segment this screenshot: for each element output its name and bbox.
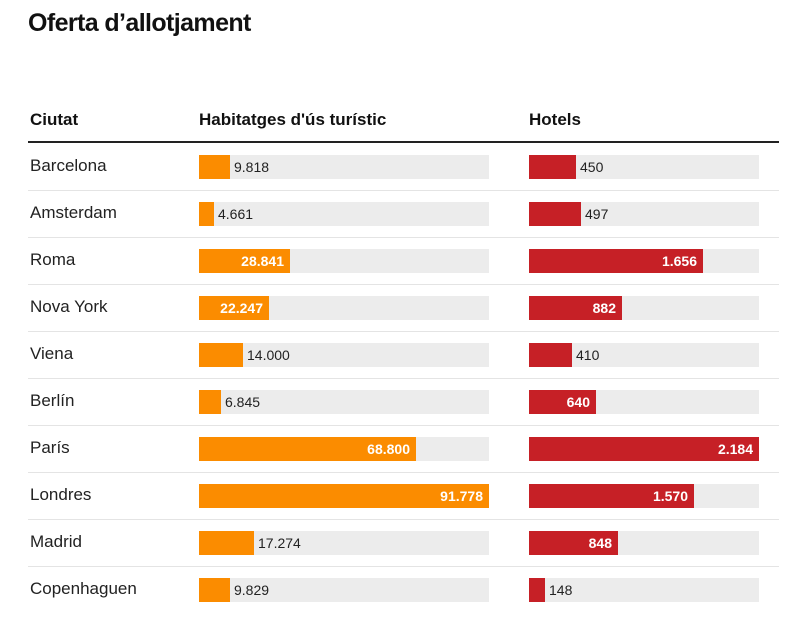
hotels-bar <box>529 343 572 367</box>
hotels-bar <box>529 531 618 555</box>
tourist-bar-track: 17.274 <box>199 531 489 555</box>
tourist-bar <box>199 249 290 273</box>
table-row: Madrid 17.274 848 <box>28 519 779 567</box>
tourist-bar <box>199 484 489 508</box>
hotels-bar-track: 640 <box>529 390 759 414</box>
tourist-bar-track: 22.247 <box>199 296 489 320</box>
hotels-bar <box>529 484 694 508</box>
hotels-bar <box>529 202 581 226</box>
hotels-bar-track: 1.570 <box>529 484 759 508</box>
tourist-bar <box>199 390 221 414</box>
city-label: Copenhaguen <box>30 579 137 598</box>
tourist-value-label: 28.841 <box>241 253 284 269</box>
hotels-value-label: 848 <box>588 535 612 551</box>
hotels-value-label: 450 <box>580 159 604 175</box>
tourist-bar <box>199 296 269 320</box>
tourist-value-label: 68.800 <box>367 441 410 457</box>
table-row: Viena 14.000 410 <box>28 331 779 379</box>
table-row: Londres 91.778 1.570 <box>28 472 779 520</box>
tourist-bar-track: 9.829 <box>199 578 489 602</box>
tourist-bar-track: 6.845 <box>199 390 489 414</box>
hotels-bar-track: 1.656 <box>529 249 759 273</box>
tourist-value-label: 17.274 <box>258 535 301 551</box>
column-header-tourist-housing: Habitatges d'ús turístic <box>199 110 387 129</box>
table-row: Barcelona 9.818 450 <box>28 143 779 191</box>
table-row: Amsterdam 4.661 497 <box>28 190 779 238</box>
tourist-value-label: 6.845 <box>225 394 261 410</box>
tourist-value-label: 14.000 <box>247 347 290 363</box>
hotels-bar <box>529 249 703 273</box>
hotels-bar <box>529 578 545 602</box>
hotels-value-label: 1.570 <box>652 488 688 504</box>
hotels-value-label: 148 <box>549 582 573 598</box>
tourist-bar-track: 14.000 <box>199 343 489 367</box>
hotels-bar-track: 450 <box>529 155 759 179</box>
tourist-value-label: 4.661 <box>218 206 254 222</box>
tourist-value-label: 9.818 <box>234 159 270 175</box>
tourist-bar-track: 68.800 <box>199 437 489 461</box>
tourist-value-label: 91.778 <box>440 488 483 504</box>
city-label: Amsterdam <box>30 203 117 222</box>
hotels-value-label: 497 <box>585 206 609 222</box>
tourist-bar <box>199 202 214 226</box>
hotels-value-label: 2.184 <box>717 441 753 457</box>
hotels-value-label: 1.656 <box>661 253 697 269</box>
tourist-value-label: 9.829 <box>234 582 270 598</box>
tourist-value-label: 22.247 <box>220 300 263 316</box>
column-header-hotels: Hotels <box>529 110 581 129</box>
city-label: París <box>30 438 70 457</box>
city-label: Berlín <box>30 391 75 410</box>
hotels-bar-track: 410 <box>529 343 759 367</box>
tourist-bar <box>199 531 254 555</box>
tourist-bar-track: 91.778 <box>199 484 489 508</box>
tourist-bar <box>199 578 230 602</box>
city-label: Viena <box>30 344 74 363</box>
tourist-bar-track: 9.818 <box>199 155 489 179</box>
table-row: Nova York 22.247 882 <box>28 284 779 332</box>
city-label: Barcelona <box>30 156 107 175</box>
hotels-bar-track: 497 <box>529 202 759 226</box>
tourist-bar-track: 28.841 <box>199 249 489 273</box>
hotels-bar-track: 2.184 <box>529 437 759 461</box>
header-divider <box>28 141 779 143</box>
city-label: Madrid <box>30 532 82 551</box>
table-row: París 68.800 2.184 <box>28 425 779 473</box>
hotels-value-label: 640 <box>566 394 590 410</box>
hotels-value-label: 410 <box>576 347 600 363</box>
hotels-bar-track: 882 <box>529 296 759 320</box>
hotels-value-label: 882 <box>592 300 616 316</box>
table-row: Roma 28.841 1.656 <box>28 237 779 285</box>
hotels-bar-track: 148 <box>529 578 759 602</box>
city-label: Roma <box>30 250 76 269</box>
city-label: Nova York <box>30 297 108 316</box>
column-header-city: Ciutat <box>30 110 79 129</box>
hotels-bar-track: 848 <box>529 531 759 555</box>
hotels-bar <box>529 296 622 320</box>
tourist-bar-track: 4.661 <box>199 202 489 226</box>
hotels-bar <box>529 437 759 461</box>
tourist-bar <box>199 343 243 367</box>
chart-title: Oferta d’allotjament <box>28 9 251 37</box>
tourist-bar <box>199 155 230 179</box>
city-label: Londres <box>30 485 92 504</box>
table-row: Berlín 6.845 640 <box>28 378 779 426</box>
hotels-bar <box>529 390 596 414</box>
tourist-bar <box>199 437 416 461</box>
table-row: Copenhaguen 9.829 148 <box>28 566 779 613</box>
hotels-bar <box>529 155 576 179</box>
